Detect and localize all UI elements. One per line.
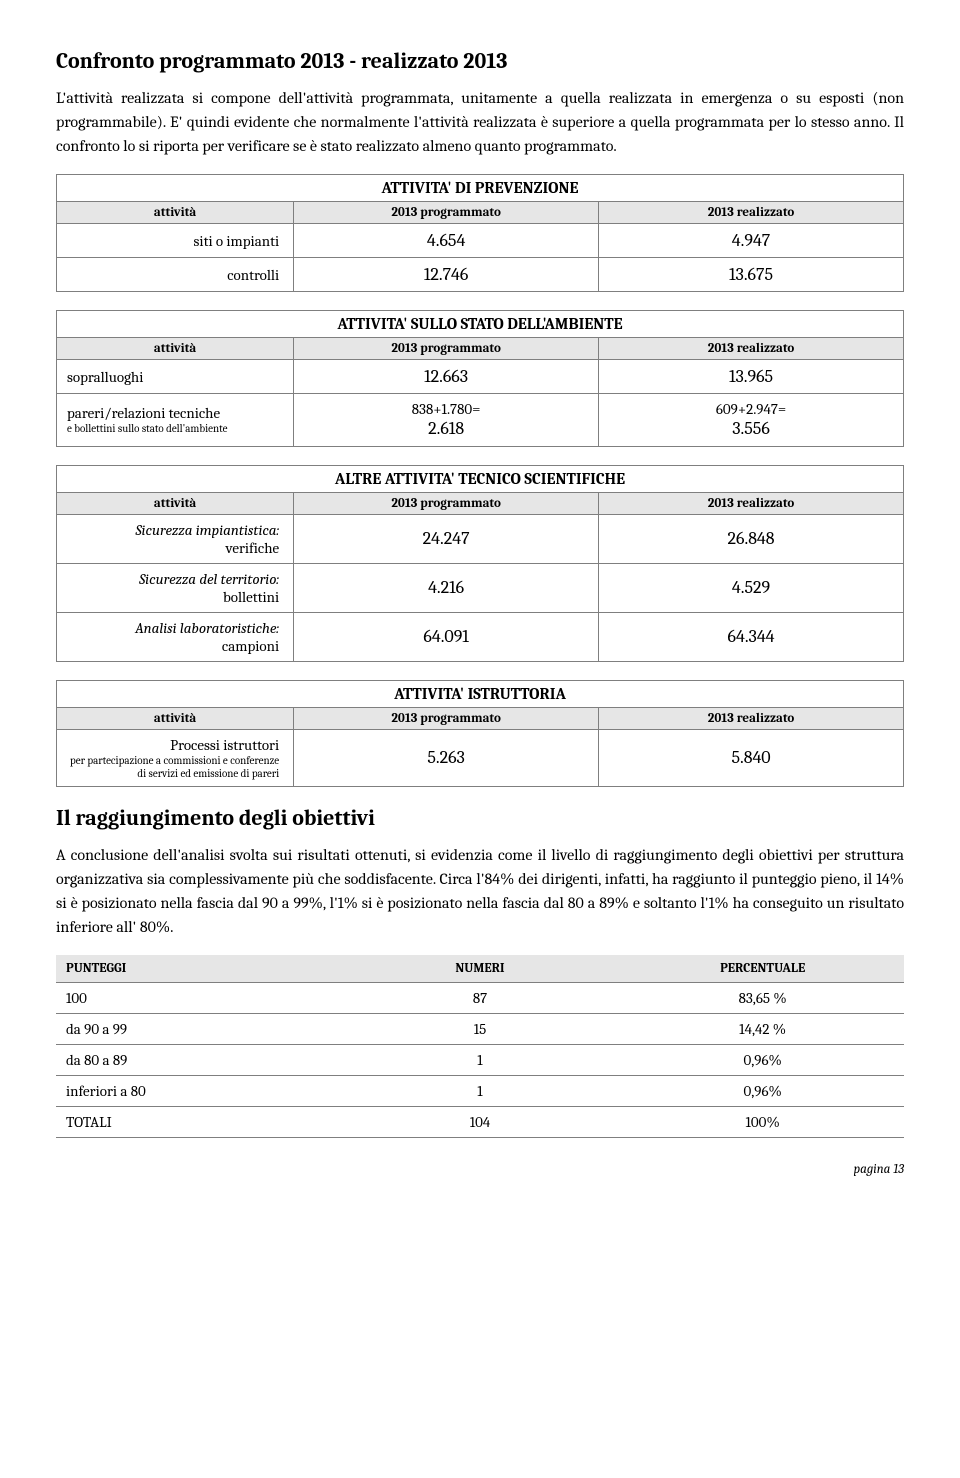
cell-value: 1	[339, 1044, 622, 1075]
cell-value-top: 609+2.947=	[716, 400, 786, 418]
cell-value: 100%	[621, 1106, 904, 1137]
cell-label-main: pareri/relazioni tecniche	[67, 404, 220, 422]
cell-value: 26.848	[599, 514, 904, 563]
cell-label: siti o impianti	[57, 224, 294, 258]
table-row: sopralluoghi 12.663 13.965	[57, 360, 904, 394]
col-header-real: 2013 realizzato	[599, 492, 904, 514]
col-header-real: 2013 realizzato	[599, 707, 904, 729]
cell-value: 4.216	[294, 563, 599, 612]
col-header-prog: 2013 programmato	[294, 707, 599, 729]
cell-value: 104	[339, 1106, 622, 1137]
cell-value: 13.675	[599, 258, 904, 292]
table-title: ATTIVITA' ISTRUTTORIA	[57, 680, 904, 707]
cell-value: da 90 a 99	[56, 1013, 339, 1044]
cell-label: controlli	[57, 258, 294, 292]
table-tecnico: ALTRE ATTIVITA' TECNICO SCIENTIFICHE att…	[56, 465, 904, 662]
cell-label-sub: per partecipazione a commissioni e confe…	[67, 754, 279, 780]
cell-value: 12.746	[294, 258, 599, 292]
cell-value: 87	[339, 982, 622, 1013]
col-header-prog: 2013 programmato	[294, 338, 599, 360]
cell-value: 100	[56, 982, 339, 1013]
cell-label-top: Sicurezza del territorio:	[139, 570, 279, 588]
table-row: da 80 a 89 1 0,96%	[56, 1044, 904, 1075]
table-row: Analisi laboratoristiche: campioni 64.09…	[57, 612, 904, 661]
cell-label: Sicurezza impiantistica: verifiche	[57, 514, 294, 563]
cell-value: 0,96%	[621, 1075, 904, 1106]
col-header-activity: attività	[57, 338, 294, 360]
col-header-percentuale: PERCENTUALE	[621, 955, 904, 983]
table-row: siti o impianti 4.654 4.947	[57, 224, 904, 258]
table-prevenzione: ATTIVITA' DI PREVENZIONE attività 2013 p…	[56, 174, 904, 292]
cell-value: 64.344	[599, 612, 904, 661]
col-header-real: 2013 realizzato	[599, 338, 904, 360]
table-row: inferiori a 80 1 0,96%	[56, 1075, 904, 1106]
cell-label-sub: e bollettini sullo stato dell'ambiente	[67, 422, 283, 435]
table-row: pareri/relazioni tecniche e bollettini s…	[57, 394, 904, 447]
table-row: TOTALI 104 100%	[56, 1106, 904, 1137]
cell-value: 4.947	[599, 224, 904, 258]
cell-value: 1	[339, 1075, 622, 1106]
table-row: Sicurezza impiantistica: verifiche 24.24…	[57, 514, 904, 563]
cell-value: 5.840	[599, 729, 904, 786]
col-header-punteggi: PUNTEGGI	[56, 955, 339, 983]
cell-value: 609+2.947= 3.556	[599, 394, 904, 447]
cell-label: sopralluoghi	[57, 360, 294, 394]
cell-label: pareri/relazioni tecniche e bollettini s…	[57, 394, 294, 447]
cell-label: Sicurezza del territorio: bollettini	[57, 563, 294, 612]
cell-value: 838+1.780= 2.618	[294, 394, 599, 447]
col-header-real: 2013 realizzato	[599, 202, 904, 224]
cell-label-bottom: campioni	[222, 637, 279, 655]
cell-label-bottom: bollettini	[223, 588, 279, 606]
cell-value: 0,96%	[621, 1044, 904, 1075]
cell-value: da 80 a 89	[56, 1044, 339, 1075]
cell-value: inferiori a 80	[56, 1075, 339, 1106]
col-header-prog: 2013 programmato	[294, 202, 599, 224]
cell-label-top: Analisi laboratoristiche:	[135, 619, 279, 637]
col-header-activity: attività	[57, 202, 294, 224]
table-row: da 90 a 99 15 14,42 %	[56, 1013, 904, 1044]
cell-value: TOTALI	[56, 1106, 339, 1137]
cell-value: 83,65 %	[621, 982, 904, 1013]
paragraph-obiettivi: A conclusione dell'analisi svolta sui ri…	[56, 843, 904, 939]
cell-value: 24.247	[294, 514, 599, 563]
col-header-numeri: NUMERI	[339, 955, 622, 983]
table-row: Processi istruttori per partecipazione a…	[57, 729, 904, 786]
cell-label: Processi istruttori per partecipazione a…	[57, 729, 294, 786]
table-title: ALTRE ATTIVITA' TECNICO SCIENTIFICHE	[57, 465, 904, 492]
col-header-activity: attività	[57, 492, 294, 514]
cell-value: 4.654	[294, 224, 599, 258]
table-title: ATTIVITA' DI PREVENZIONE	[57, 175, 904, 202]
cell-label-bottom: verifiche	[226, 539, 280, 557]
paragraph-intro: L'attività realizzata si compone dell'at…	[56, 86, 904, 158]
table-ambiente: ATTIVITA' SULLO STATO DELL'AMBIENTE atti…	[56, 310, 904, 447]
cell-value: 15	[339, 1013, 622, 1044]
cell-value: 13.965	[599, 360, 904, 394]
cell-value: 5.263	[294, 729, 599, 786]
cell-value: 14,42 %	[621, 1013, 904, 1044]
cell-label-top: Sicurezza impiantistica:	[135, 521, 279, 539]
cell-label: Analisi laboratoristiche: campioni	[57, 612, 294, 661]
table-punteggi: PUNTEGGI NUMERI PERCENTUALE 100 87 83,65…	[56, 955, 904, 1138]
cell-value: 64.091	[294, 612, 599, 661]
cell-label-main: Processi istruttori	[170, 736, 279, 754]
cell-value: 12.663	[294, 360, 599, 394]
table-row: 100 87 83,65 %	[56, 982, 904, 1013]
heading-confronto: Confronto programmato 2013 - realizzato …	[56, 48, 904, 74]
cell-value-top: 838+1.780=	[412, 400, 481, 418]
table-title: ATTIVITA' SULLO STATO DELL'AMBIENTE	[57, 311, 904, 338]
table-row: controlli 12.746 13.675	[57, 258, 904, 292]
table-row: Sicurezza del territorio: bollettini 4.2…	[57, 563, 904, 612]
table-istruttoria: ATTIVITA' ISTRUTTORIA attività 2013 prog…	[56, 680, 904, 787]
cell-value-bottom: 3.556	[732, 418, 770, 439]
col-header-prog: 2013 programmato	[294, 492, 599, 514]
cell-value-bottom: 2.618	[428, 418, 464, 439]
cell-value: 4.529	[599, 563, 904, 612]
page-footer: pagina 13	[56, 1162, 904, 1177]
heading-obiettivi: Il raggiungimento degli obiettivi	[56, 805, 904, 831]
col-header-activity: attività	[57, 707, 294, 729]
